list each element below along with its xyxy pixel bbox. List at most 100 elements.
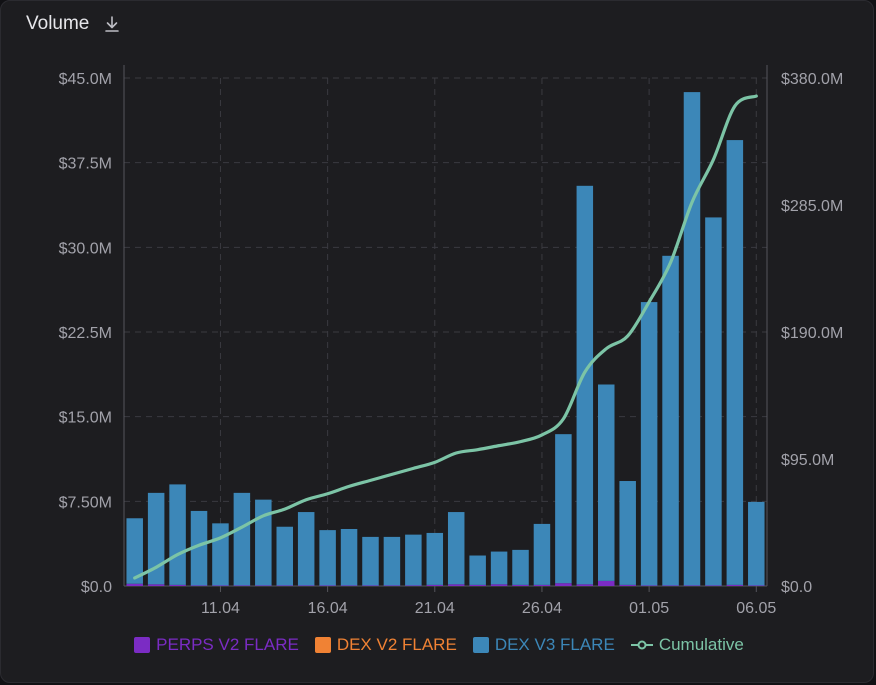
bar-dex-v3 [233, 492, 251, 586]
legend-label-cumulative: Cumulative [658, 635, 744, 654]
y-right-tick-label: $190.0M [781, 325, 843, 342]
cumulative-line-path [133, 94, 758, 580]
volume-chart: $0.0 $7.50M $15.0M $22.5M $30.0M $37.5M $45.0M… [59, 65, 844, 617]
bar-perps-v2 [619, 584, 636, 586]
bar-dex-v3 [297, 512, 315, 586]
bar-dex-v3 [662, 255, 679, 586]
download-icon[interactable] [103, 15, 121, 33]
bar-dex-v3 [147, 492, 165, 585]
bar-perps-v2 [276, 585, 293, 586]
bar-dex-v3 [426, 532, 444, 585]
y-right-tick-label: $285.0M [781, 198, 843, 215]
bar-perps-v2 [512, 584, 529, 586]
bar-perps-v2 [426, 584, 444, 586]
bar-perps-v2 [447, 584, 465, 586]
bar-perps-v2 [683, 585, 701, 586]
legend-swatch-dex-v3 [472, 637, 489, 653]
chart-header: Volume [26, 11, 121, 37]
legend-swatch-dex-v2 [314, 637, 331, 653]
bar-dex-v3 [255, 499, 272, 586]
x-tick-label: 06.05 [736, 600, 776, 617]
bar-perps-v2 [533, 584, 551, 586]
legend-line-icon [630, 640, 653, 650]
y-left-tick-label: $30.0M [59, 240, 112, 257]
bar-perps-v2 [405, 585, 422, 586]
legend-label-dex-v3: DEX V3 FLARE [494, 635, 615, 654]
bar-dex-v3 [126, 518, 143, 584]
axes [123, 65, 768, 592]
bar-perps-v2 [126, 583, 143, 586]
y-right-tick-label: $95.0M [781, 452, 834, 469]
bars [126, 92, 765, 586]
legend-swatch-perps [134, 637, 151, 653]
bar-perps-v2 [169, 584, 186, 586]
chart-legend: PERPS V2 FLARE DEX V2 FLARE DEX V3 FLARE… [1, 635, 876, 655]
x-tick-label: 01.05 [629, 600, 669, 617]
x-tick-label: 11.04 [201, 600, 240, 617]
bar-perps-v2 [555, 583, 572, 586]
bar-dex-v3 [319, 530, 336, 586]
bar-dex-v3 [362, 536, 379, 586]
bar-dex-v3 [212, 523, 229, 586]
bar-perps-v2 [598, 580, 615, 586]
bar-dex-v3 [576, 185, 594, 585]
x-tick-label: 16.04 [308, 600, 348, 617]
bar-perps-v2 [362, 585, 379, 586]
bar-dex-v3 [683, 92, 701, 586]
bar-perps-v2 [319, 585, 336, 586]
y-left-tick-label: $22.5M [59, 325, 112, 342]
y-left-tick-label: $7.50M [59, 494, 112, 511]
bar-perps-v2 [297, 585, 315, 586]
tick-labels: $0.0 $7.50M $15.0M $22.5M $30.0M $37.5M $45.0M… [59, 71, 844, 617]
bar-dex-v3 [490, 551, 508, 585]
legend-item-dex-v2[interactable]: DEX V2 FLARE [314, 635, 457, 655]
bar-perps-v2 [490, 584, 508, 586]
bar-dex-v3 [276, 526, 293, 586]
legend-item-dex-v3[interactable]: DEX V3 FLARE [472, 635, 615, 655]
legend-item-cumulative[interactable]: Cumulative [630, 635, 744, 655]
bar-dex-v3 [512, 549, 529, 585]
bar-perps-v2 [576, 584, 594, 586]
bar-perps-v2 [726, 584, 744, 586]
bar-perps-v2 [640, 585, 658, 586]
bar-dex-v3 [447, 512, 465, 585]
x-tick-label: 21.04 [415, 600, 455, 617]
y-right-tick-label: $0.0 [781, 579, 812, 596]
bar-dex-v3 [726, 140, 744, 585]
bar-dex-v3 [469, 555, 486, 585]
bar-perps-v2 [705, 585, 722, 586]
bar-perps-v2 [340, 585, 358, 586]
bar-dex-v3 [619, 481, 636, 585]
bar-perps-v2 [212, 585, 229, 586]
y-left-tick-label: $37.5M [59, 156, 112, 173]
bar-dex-v3 [555, 434, 572, 584]
y-right-tick-label: $380.0M [781, 71, 843, 88]
bar-perps-v2 [748, 585, 765, 586]
x-tick-label: 26.04 [522, 600, 562, 617]
legend-label-dex-v2: DEX V2 FLARE [336, 635, 457, 654]
legend-label-perps: PERPS V2 FLARE [156, 635, 299, 654]
y-left-tick-label: $15.0M [59, 410, 112, 427]
cumulative-line [133, 94, 758, 580]
bar-perps-v2 [383, 585, 401, 586]
y-left-tick-label: $45.0M [59, 71, 112, 88]
bar-dex-v3 [598, 384, 615, 581]
bar-dex-v3 [705, 217, 722, 586]
bar-perps-v2 [469, 584, 486, 586]
bar-dex-v3 [340, 528, 358, 586]
bar-perps-v2 [662, 585, 679, 586]
legend-item-perps[interactable]: PERPS V2 FLARE [134, 635, 299, 655]
bar-perps-v2 [233, 585, 251, 586]
bar-dex-v3 [533, 523, 551, 585]
bar-dex-v3 [383, 536, 401, 586]
chart-title: Volume [26, 13, 90, 34]
bar-perps-v2 [190, 585, 208, 586]
bar-dex-v3 [640, 302, 658, 586]
y-left-tick-label: $0.0 [81, 579, 112, 596]
bar-dex-v3 [190, 510, 208, 586]
bar-dex-v3 [169, 484, 186, 585]
bar-dex-v3 [405, 534, 422, 586]
bar-perps-v2 [147, 584, 165, 586]
bar-dex-v3 [748, 501, 765, 586]
